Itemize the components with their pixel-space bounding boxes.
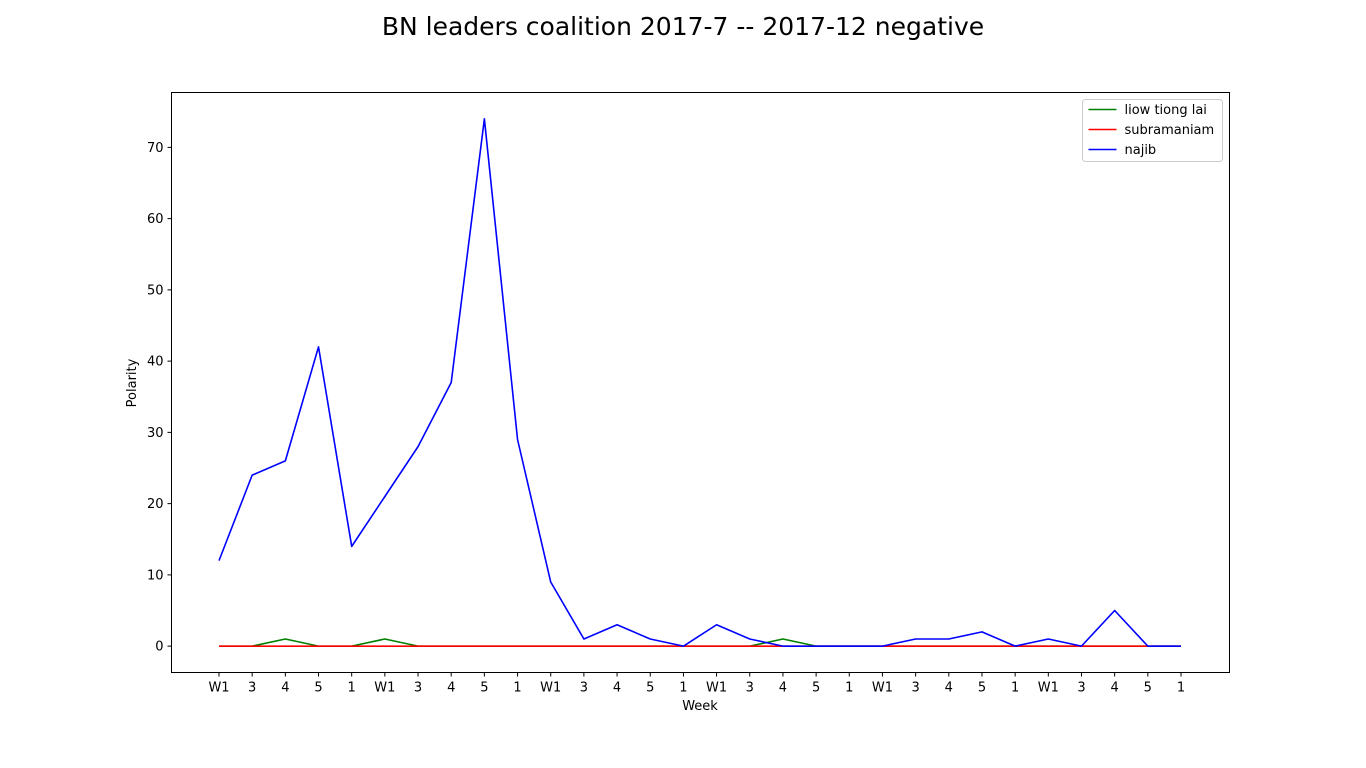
legend-label: najib (1125, 143, 1157, 158)
x-tick-label: 4 (779, 681, 787, 696)
x-tick-label: 1 (513, 681, 521, 696)
x-tick-label: 1 (1177, 681, 1185, 696)
x-tick-label: W1 (540, 681, 561, 696)
plot-frame (171, 92, 1230, 673)
legend-label: liow tiong lai (1125, 103, 1207, 118)
y-tick-label: 10 (147, 568, 164, 583)
x-tick-label: 4 (281, 681, 289, 696)
legend: liow tiong lai subramaniam najib (1082, 99, 1223, 162)
x-axis-label: Week (682, 699, 718, 714)
chart-title: BN leaders coalition 2017-7 -- 2017-12 n… (382, 12, 984, 41)
x-tick-label: 1 (348, 681, 356, 696)
x-tick-label: 5 (978, 681, 986, 696)
legend-box (1082, 99, 1223, 162)
x-tick-label: 4 (945, 681, 953, 696)
x-tick-label: 3 (911, 681, 919, 696)
legend-label: subramaniam (1125, 123, 1215, 138)
x-tick-label: 4 (1111, 681, 1119, 696)
y-tick-label: 20 (147, 497, 164, 512)
y-tick-label: 40 (147, 355, 164, 370)
y-tick-label: 60 (147, 212, 164, 227)
x-tick-label: W1 (374, 681, 395, 696)
y-axis-label: Polarity (125, 358, 140, 407)
series-line-najib (218, 118, 1181, 647)
series-line-liow-tiong-lai (219, 638, 1181, 647)
x-tick-label: 3 (746, 681, 754, 696)
x-tick-label: 4 (613, 681, 621, 696)
x-tick-label: 3 (248, 681, 256, 696)
x-tick-label: 1 (845, 681, 853, 696)
x-tick-label: 3 (1077, 681, 1085, 696)
x-tick-label: 3 (414, 681, 422, 696)
x-tick-label: 1 (679, 681, 687, 696)
x-tick-label: 5 (480, 681, 488, 696)
x-tick-label: 3 (580, 681, 588, 696)
y-tick-label: 0 (155, 640, 163, 655)
y-tick-label: 30 (147, 426, 164, 441)
x-tick-label: 5 (1144, 681, 1152, 696)
x-tick-label: 5 (646, 681, 654, 696)
x-tick-label: W1 (706, 681, 727, 696)
x-tick-label: 1 (1011, 681, 1019, 696)
y-axis: 0 10 20 30 40 50 60 70 (147, 141, 172, 655)
plot-area (218, 118, 1181, 647)
x-tick-label: W1 (872, 681, 893, 696)
x-tick-label: 5 (812, 681, 820, 696)
y-tick-label: 70 (147, 141, 164, 156)
x-axis: W1 3 4 5 1 W1 3 4 5 1 W1 3 4 5 1 W1 3 4 5 1 W1 3 4 5 1 W1 3 4 5 1 (208, 672, 1185, 696)
x-tick-label: W1 (208, 681, 229, 696)
x-tick-label: 5 (314, 681, 322, 696)
x-tick-label: 4 (447, 681, 455, 696)
x-tick-label: W1 (1038, 681, 1059, 696)
y-tick-label: 50 (147, 283, 164, 298)
